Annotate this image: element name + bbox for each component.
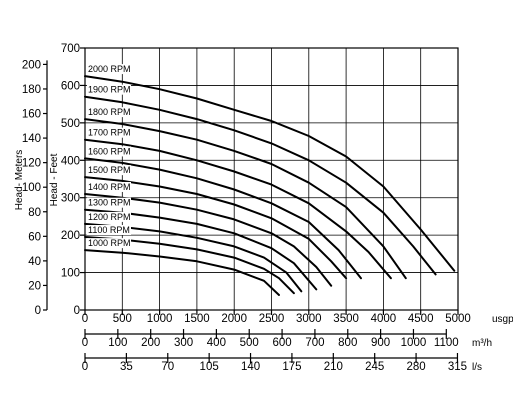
x-tick-label-usgpm: 1500 [184,313,210,325]
rpm-curve [84,176,348,280]
x-tick-label-m3h: 500 [240,337,259,349]
x-tick-label-usgpm: 2000 [221,313,247,325]
rpm-curve [84,75,456,272]
x-tick-label-usgpm: 4000 [371,313,397,325]
x-tick-label-m3h: 1100 [434,337,459,349]
x-tick-label-ls: 280 [406,361,425,373]
x-tick-label-ls: 0 [82,361,88,373]
x-tick-label-usgpm: 0 [82,313,88,325]
x-tick-label-m3h: 800 [338,337,357,349]
y-tick-label-feet: 400 [61,155,80,167]
rpm-label: 1900 RPM [88,85,131,95]
x-tick-label-m3h: 300 [174,337,193,349]
x-tick-label-m3h: 0 [82,337,88,349]
x-tick-label-m3h: 900 [371,337,390,349]
y-axis-title-meters: Head- Meters [14,150,25,211]
x-tick-label-ls: 175 [282,361,301,373]
y-tick-label-feet: 300 [61,193,80,205]
rpm-label-bg [87,197,131,208]
rpm-label-bg [87,211,131,222]
x-tick-label-m3h: 100 [108,337,127,349]
y-tick-label-meters: 0 [35,305,41,317]
x-tick-label-usgpm: 3000 [296,313,322,325]
y-tick-label-feet: 200 [61,230,80,242]
rpm-curve [84,138,392,280]
x-tick-label-usgpm: 5000 [445,313,471,325]
rpm-label: 1000 RPM [88,238,131,248]
x-tick-label-ls: 35 [120,361,133,373]
rpm-label: 1700 RPM [88,128,131,138]
rpm-label: 1300 RPM [88,198,131,208]
rpm-label-bg [87,238,131,249]
rpm-label-bg [87,181,131,192]
rpm-curve [84,249,280,296]
x-tick-label-m3h: 1000 [401,337,427,349]
plot-frame [84,47,459,311]
rpm-curve [84,157,362,280]
y-tick-label-meters: 60 [28,231,41,243]
y-tick-label-feet: 500 [61,118,80,130]
x-tick-label-m3h: 600 [272,337,291,349]
rpm-label-bg [87,64,131,75]
x-tick-label-usgpm: 1000 [147,313,173,325]
y-tick-label-meters: 80 [28,207,41,219]
rpm-curves [84,75,456,296]
rpm-label: 2000 RPM [88,64,131,74]
y-tick-label-meters: 20 [28,280,41,292]
rpm-label-bg [87,165,131,176]
y-tick-label-feet: 700 [61,43,80,55]
y-tick-label-meters: 180 [22,84,41,96]
rpm-curve [84,95,437,276]
rpm-label: 1500 RPM [88,165,131,175]
x-tick-label-ls: 105 [200,361,219,373]
rpm-label: 1200 RPM [88,212,131,222]
x-tick-label-m3h: 700 [305,337,324,349]
x-tick-label-ls: 315 [448,361,467,373]
y-tick-label-meters: 100 [22,182,41,194]
rpm-label: 1600 RPM [88,146,131,156]
x-tick-label-m3h: 200 [141,337,160,349]
x-tick-label-usgpm: 500 [113,313,132,325]
y-tick-label-meters: 120 [22,158,41,170]
axes: 0 500 1000 1500 2000 2500 3000 3500 4000 4500 5000… [22,43,513,373]
y-tick-label-meters: 40 [28,256,41,268]
rpm-label-bg [87,225,131,236]
rpm-label: 1400 RPM [88,182,131,192]
rpm-label-bg [87,146,131,157]
y-tick-label-meters: 200 [22,59,41,71]
rpm-curve [84,193,333,287]
x-tick-label-ls: 245 [365,361,384,373]
x-tick-label-usgpm: 2500 [259,313,285,325]
grid [84,47,459,311]
x-tick-label-usgpm: 4500 [408,313,434,325]
x-tick-label-ls: 140 [241,361,260,373]
x-tick-label-ls: 70 [161,361,174,373]
x-unit-usgpm: usgpm [492,314,513,325]
rpm-label: 1100 RPM [88,225,130,235]
rpm-label: 1800 RPM [88,107,131,117]
x-tick-label-ls: 210 [324,361,343,373]
y-tick-label-feet: 100 [61,268,80,280]
x-unit-ls: l/s [472,362,482,373]
y-tick-label-feet: 600 [61,80,80,92]
rpm-label-bg [87,127,131,138]
rpm-curve [84,118,407,280]
rpm-label-bg [87,84,131,95]
rpm-label-bg [87,107,131,118]
x-tick-label-usgpm: 3500 [333,313,359,325]
y-tick-label-meters: 140 [22,133,41,145]
rpm-labels: 2000 RPM 1900 RPM 1800 RPM 1700 RPM 1600 RPM… [87,64,131,249]
y-tick-label-meters: 160 [22,109,41,121]
x-unit-m3h: m³/h [472,338,492,349]
y-tick-label-feet: 0 [74,305,80,317]
x-tick-label-m3h: 400 [207,337,226,349]
y-axis-title-feet: Head - Feet [49,153,60,206]
